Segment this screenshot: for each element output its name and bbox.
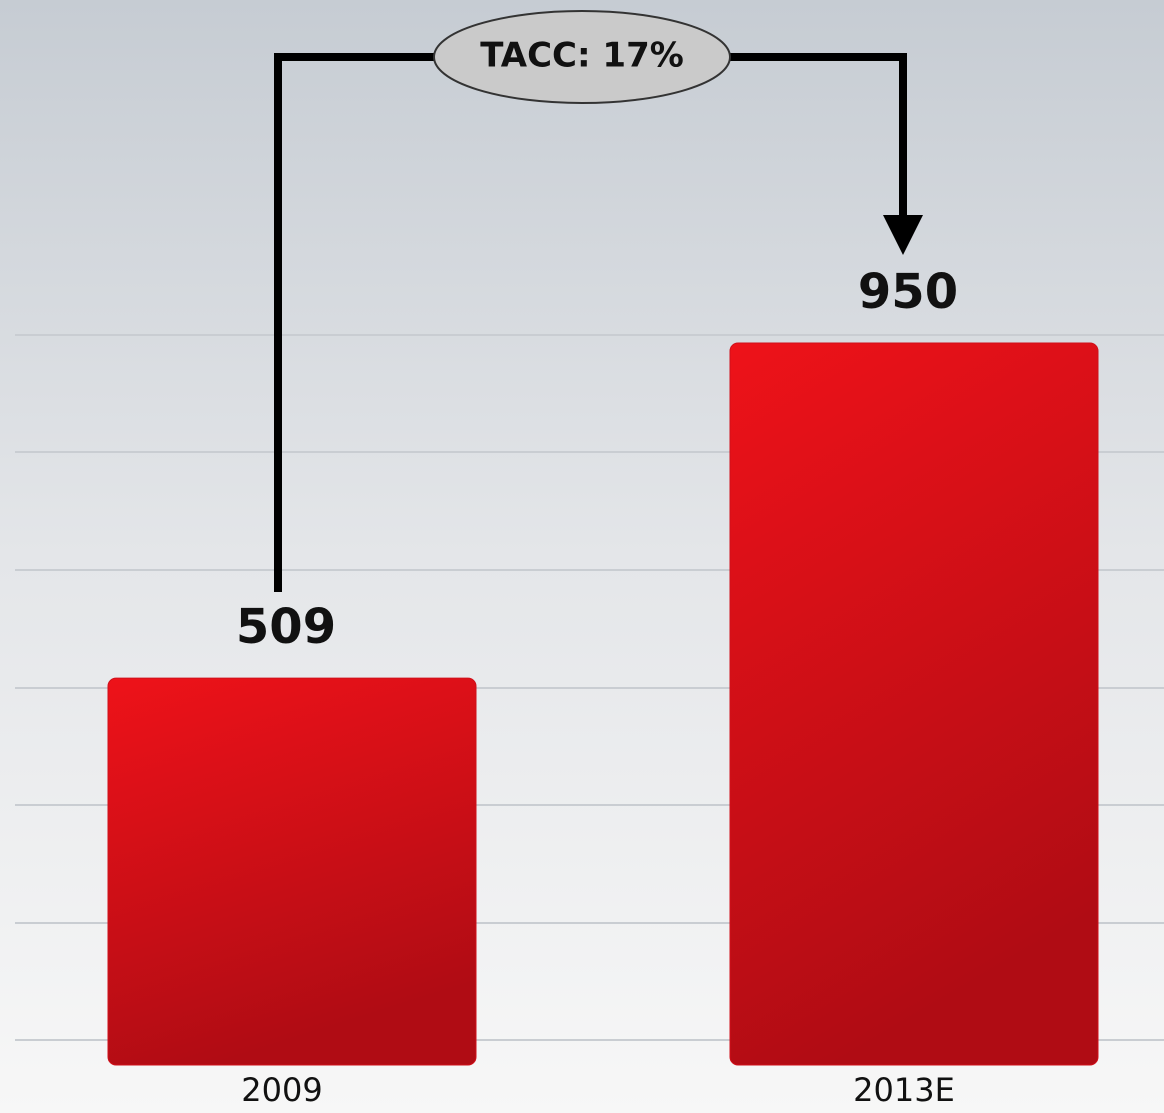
bracket-line: [274, 53, 440, 592]
bracket-line: [722, 53, 907, 222]
arrow-head: [883, 215, 923, 255]
data-label: 509: [236, 599, 336, 655]
data-label: 950: [858, 264, 958, 320]
bar: [729, 342, 1099, 1066]
annotation-ellipse: [433, 10, 731, 104]
x-tick-label: 2009: [241, 1071, 322, 1109]
bar: [107, 677, 477, 1066]
x-tick-label: 2013E: [853, 1071, 955, 1109]
growth-bracket: TACC: 17%: [274, 10, 923, 592]
annotation: TACC: 17%: [480, 36, 684, 76]
